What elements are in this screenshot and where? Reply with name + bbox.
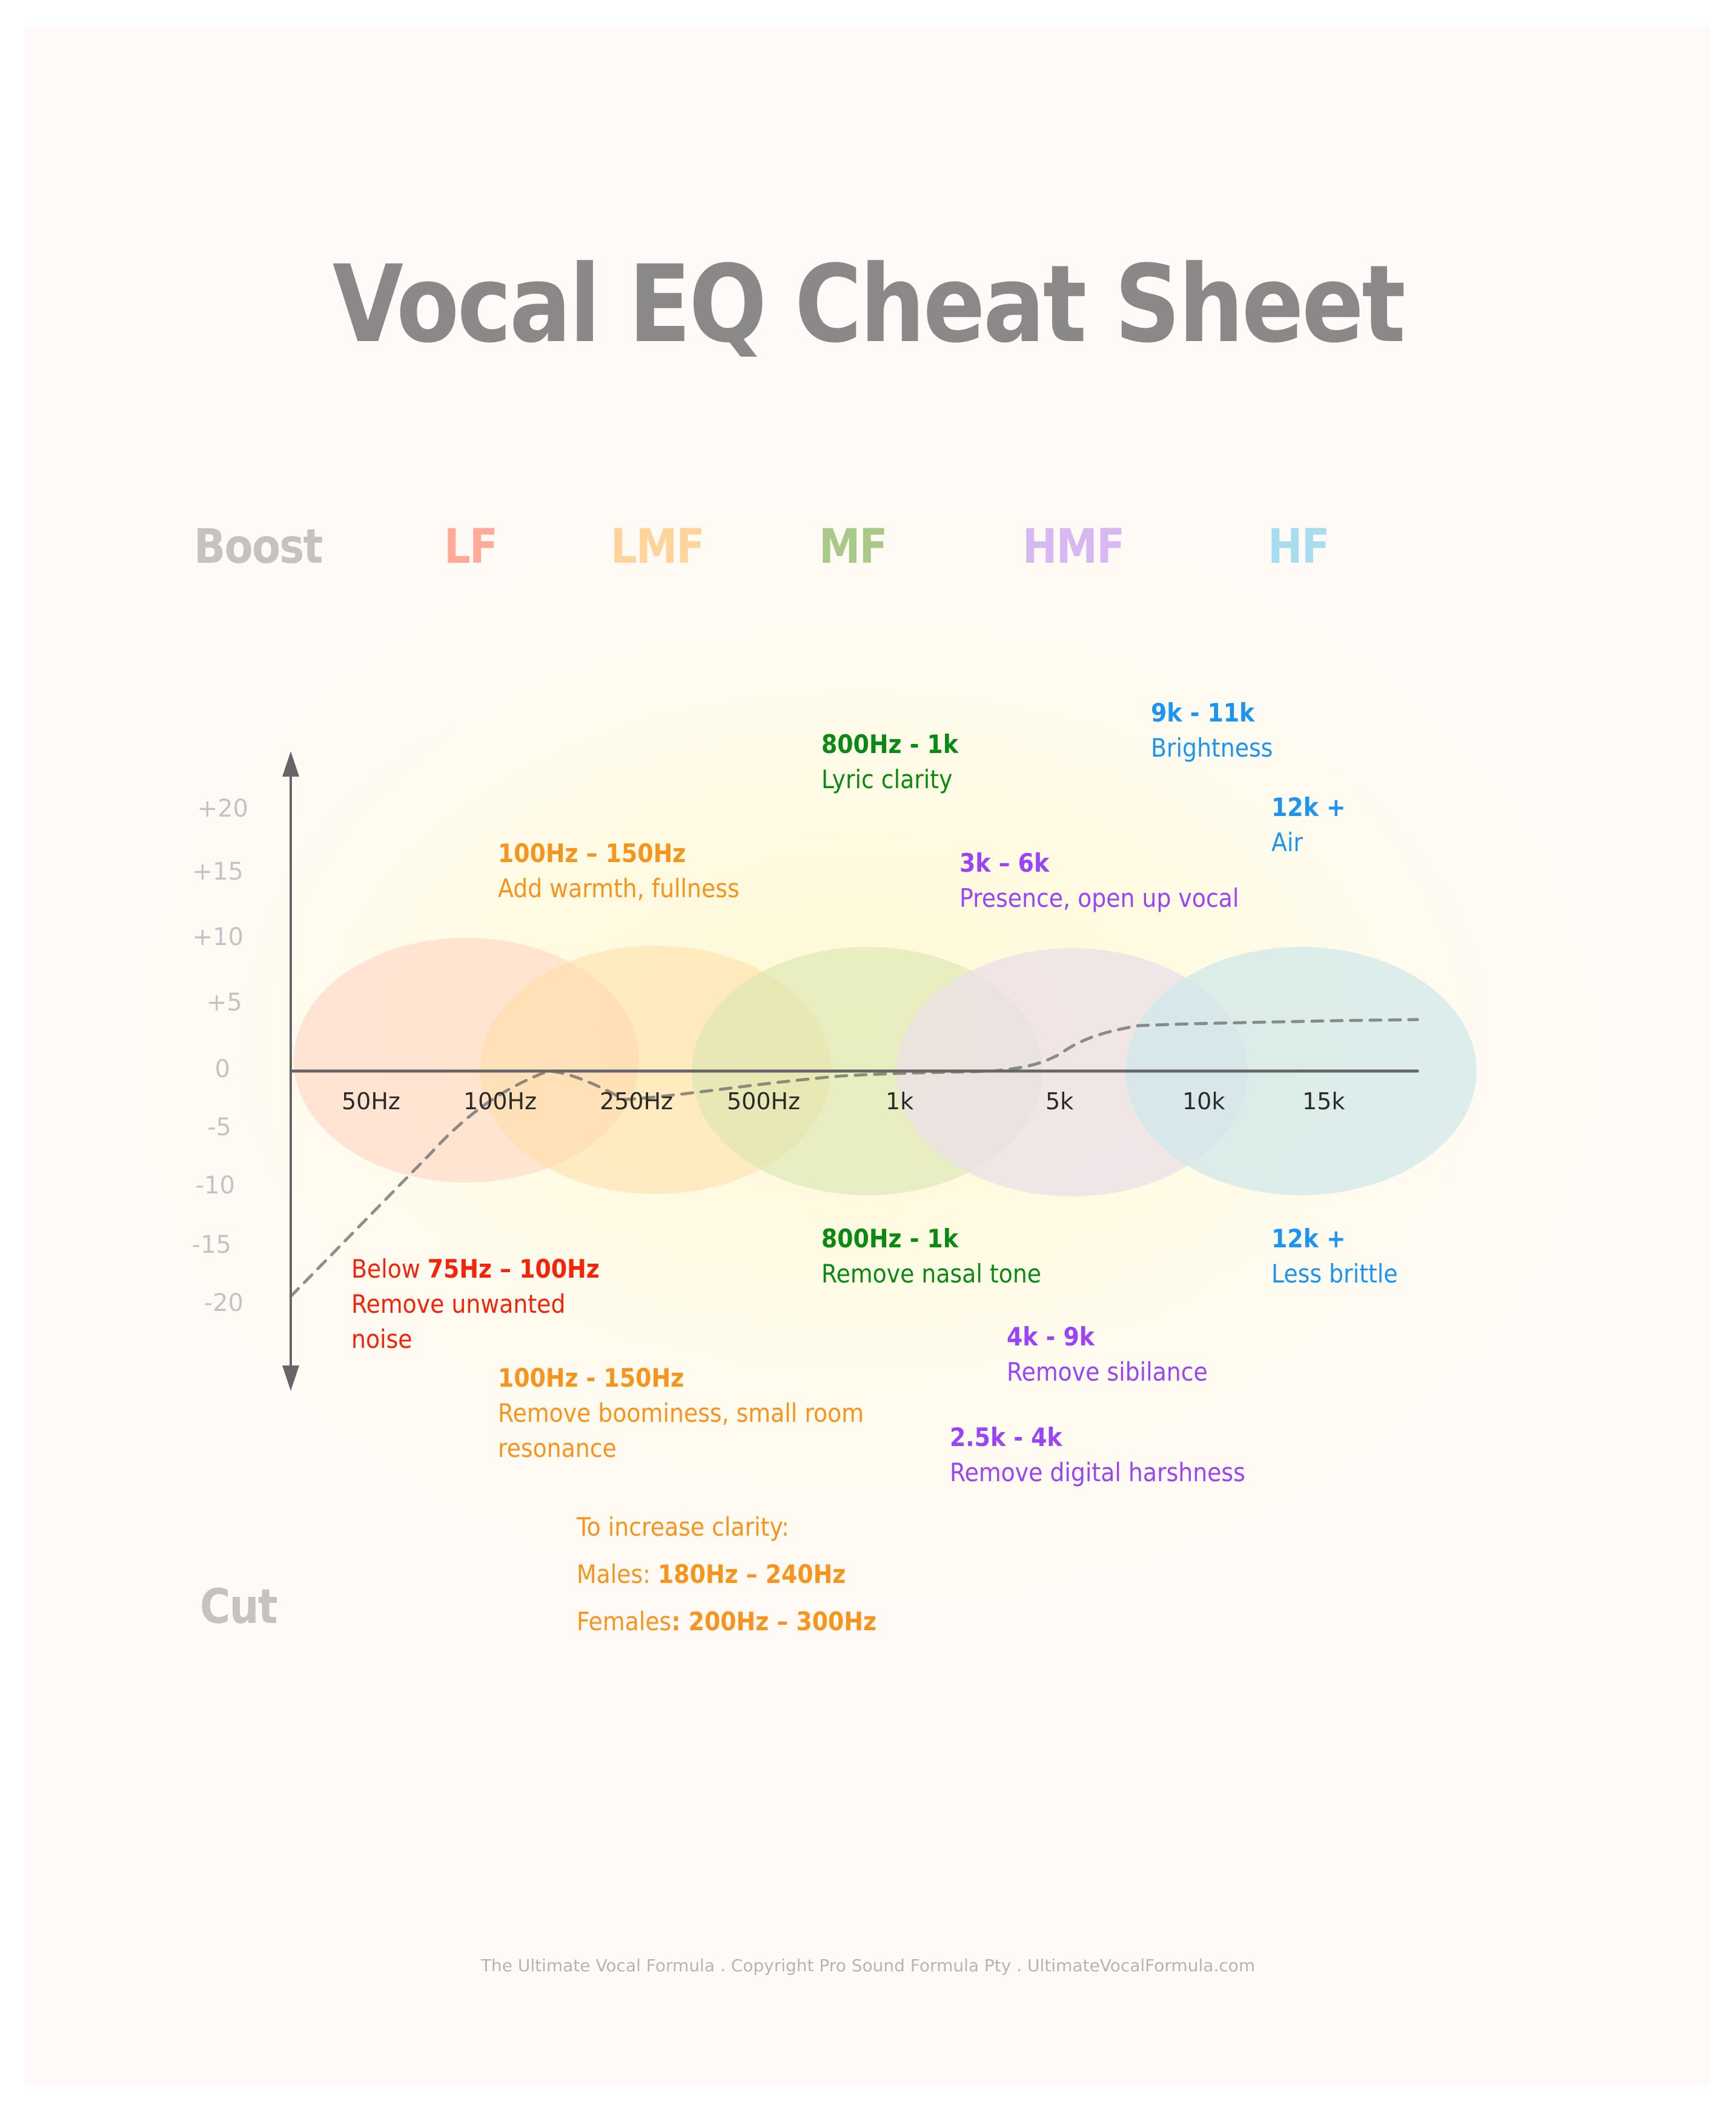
cut-note-harshness: 2.5k - 4k Remove digital harshness: [950, 1420, 1245, 1490]
y-tick: -10: [195, 1172, 235, 1199]
x-tick: 100Hz: [463, 1088, 537, 1115]
cut-label: Cut: [200, 1580, 278, 1634]
y-tick: 0: [214, 1055, 230, 1083]
y-tick: +10: [192, 923, 244, 951]
x-tick: 15k: [1302, 1088, 1345, 1115]
x-tick: 50Hz: [342, 1088, 400, 1115]
note-desc: Remove unwanted: [351, 1289, 566, 1319]
note-desc: Air: [1271, 828, 1303, 857]
y-tick: +15: [192, 858, 244, 886]
band-label-lf: LF: [444, 520, 498, 574]
y-tick: +20: [197, 795, 248, 823]
y-tick: +5: [207, 989, 242, 1017]
page-title: Vocal EQ Cheat Sheet: [332, 242, 1406, 367]
females-range: : 200Hz – 300Hz: [671, 1607, 876, 1636]
x-tick: 250Hz: [600, 1088, 674, 1115]
clarity-heading: To increase clarity:: [577, 1512, 789, 1542]
note-prefix: Below: [351, 1254, 428, 1284]
x-tick: 5k: [1045, 1088, 1074, 1115]
note-range: 12k +: [1271, 1224, 1346, 1253]
boost-note-lyric-clarity: 800Hz - 1k Lyric clarity: [821, 727, 958, 797]
males-range: 180Hz – 240Hz: [657, 1559, 846, 1589]
footer-copyright: The Ultimate Vocal Formula . Copyright P…: [480, 1956, 1256, 1976]
band-label-hmf: HMF: [1022, 520, 1125, 574]
boost-note-brightness: 9k - 11k Brightness: [1151, 695, 1273, 766]
note-desc: Brightness: [1151, 733, 1273, 763]
x-tick: 1k: [886, 1088, 914, 1115]
band-label-lmf: LMF: [611, 520, 704, 574]
x-tick: 10k: [1182, 1088, 1225, 1115]
note-desc: Lyric clarity: [821, 765, 953, 794]
x-tick: 500Hz: [727, 1088, 801, 1115]
cut-note-sibilance: 4k - 9k Remove sibilance: [1007, 1319, 1208, 1390]
boost-note-warmth: 100Hz – 150Hz Add warmth, fullness: [498, 836, 740, 906]
note-desc: noise: [351, 1324, 412, 1354]
y-tick: -20: [204, 1289, 244, 1317]
note-desc: Presence, open up vocal: [959, 883, 1239, 913]
note-desc: Less brittle: [1271, 1259, 1398, 1289]
band-label-mf: MF: [819, 520, 887, 574]
y-tick: -5: [207, 1113, 231, 1141]
y-axis-up-arrow-icon: [282, 751, 299, 777]
y-tick: -15: [191, 1231, 231, 1259]
note-range: 75Hz – 100Hz: [427, 1254, 600, 1284]
females-label: Females: [577, 1607, 672, 1636]
cut-note-boominess: 100Hz - 150Hz Remove boominess, small ro…: [498, 1361, 864, 1466]
band-label-hf: HF: [1268, 520, 1330, 574]
males-label: Males:: [577, 1559, 658, 1589]
note-range: 100Hz – 150Hz: [498, 838, 686, 868]
note-range: 800Hz - 1k: [821, 729, 958, 759]
note-desc: Add warmth, fullness: [498, 874, 740, 903]
note-desc: Remove nasal tone: [821, 1259, 1042, 1289]
note-desc: resonance: [498, 1433, 617, 1463]
boost-note-air: 12k + Air: [1271, 790, 1346, 860]
cut-note-brittle: 12k + Less brittle: [1271, 1221, 1397, 1292]
note-desc: Remove boominess, small room: [498, 1398, 864, 1428]
y-axis-down-arrow-icon: [282, 1365, 299, 1391]
boost-note-presence: 3k – 6k Presence, open up vocal: [959, 846, 1239, 916]
note-desc: Remove sibilance: [1007, 1357, 1208, 1387]
eq-curve: [289, 1018, 1419, 1298]
boost-label: Boost: [194, 520, 323, 574]
note-desc: Remove digital harshness: [950, 1458, 1245, 1487]
note-range: 3k – 6k: [959, 848, 1050, 878]
note-range: 12k +: [1271, 792, 1346, 822]
cut-note-nasal: 800Hz - 1k Remove nasal tone: [821, 1221, 1041, 1292]
note-range: 800Hz - 1k: [821, 1224, 958, 1253]
clarity-tip: To increase clarity: Males: 180Hz – 240H…: [577, 1504, 876, 1645]
cut-note-noise: Below 75Hz – 100Hz Remove unwanted noise: [351, 1252, 600, 1357]
note-range: 9k - 11k: [1151, 698, 1255, 728]
note-range: 4k - 9k: [1007, 1322, 1095, 1352]
note-range: 100Hz - 150Hz: [498, 1363, 684, 1393]
note-range: 2.5k - 4k: [950, 1422, 1062, 1452]
